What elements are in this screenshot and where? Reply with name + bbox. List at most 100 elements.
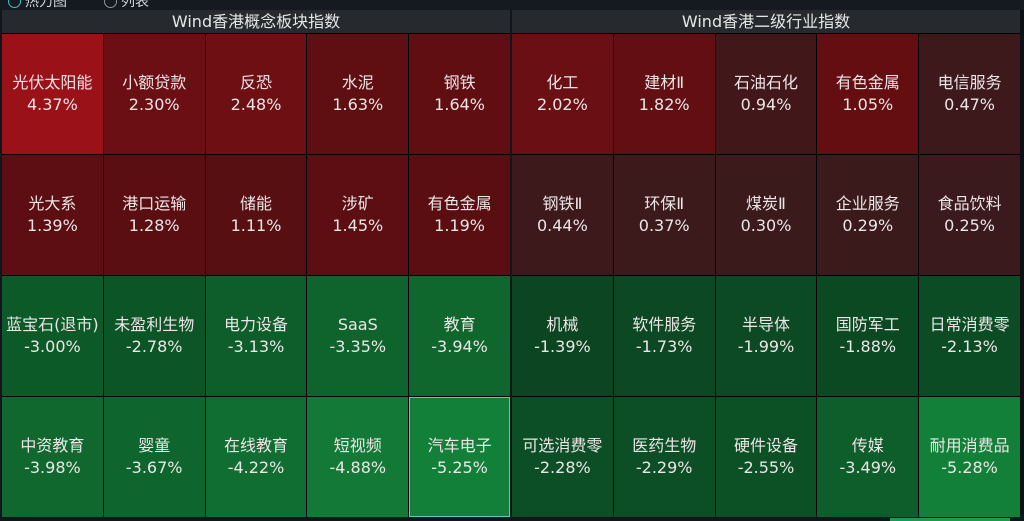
cell-name: 电力设备 — [223, 315, 288, 334]
heatmap-cell[interactable]: 可选消费零 -2.28% — [512, 397, 613, 517]
radio-list[interactable]: 列表 — [104, 0, 149, 10]
radio-label: 热力图 — [25, 0, 67, 10]
heatmap-cell[interactable]: 传媒 -3.49% — [817, 397, 919, 517]
cell-change: -3.98% — [24, 458, 81, 477]
panel-concept-index: Wind香港概念板块指数 光伏太阳能 4.37% 小额贷款 2.30% 反恐 2.48% 水… — [2, 10, 510, 517]
cell-change: -3.13% — [227, 337, 285, 356]
cell-change: -3.94% — [431, 337, 488, 356]
heatmap-cell[interactable]: 光大系 1.39% — [2, 155, 103, 275]
heatmap-cell[interactable]: 储能 1.11% — [205, 155, 307, 275]
cell-change: -2.78% — [125, 337, 183, 356]
cell-change: -1.39% — [534, 337, 591, 356]
heatmap-cell[interactable]: 软件服务 -1.73% — [613, 276, 715, 396]
heatmap-cell[interactable]: 水泥 1.63% — [307, 34, 409, 154]
radio-unselected-icon — [104, 0, 117, 8]
heatmap-cell[interactable]: 反恐 2.48% — [205, 34, 307, 154]
heatmap-cell[interactable]: 医药生物 -2.29% — [613, 397, 715, 517]
cell-change: -4.88% — [329, 458, 387, 477]
cell-change: 1.82% — [638, 95, 690, 114]
cell-name: 机械 — [546, 315, 579, 334]
heatmap-cell[interactable]: 中资教育 -3.98% — [2, 397, 103, 517]
heatmap-cell[interactable]: 石油石化 0.94% — [715, 34, 817, 154]
cell-name: 医药生物 — [632, 436, 697, 455]
heatmap-cell[interactable]: 短视频 -4.88% — [307, 397, 409, 517]
cell-name: 光伏太阳能 — [12, 73, 93, 92]
heatmap-cell[interactable]: 小额贷款 2.30% — [103, 34, 205, 154]
heatmap-cell[interactable]: 日常消费零 -2.13% — [919, 276, 1020, 396]
heatmap-cell[interactable]: 钢铁 1.64% — [409, 34, 510, 154]
cell-change: 0.25% — [944, 216, 995, 235]
heatmap-cell[interactable]: 有色金属 1.19% — [409, 155, 510, 275]
heatmap-cell[interactable]: 未盈利生物 -2.78% — [103, 276, 205, 396]
heatmap-cell[interactable]: 涉矿 1.45% — [307, 155, 409, 275]
cell-change: 2.48% — [230, 95, 282, 114]
heatmap-cell[interactable]: 在线教育 -4.22% — [205, 397, 307, 517]
heatmap-cell[interactable]: 光伏太阳能 4.37% — [2, 34, 103, 154]
cell-name: 国防军工 — [835, 315, 900, 334]
heatmap-cell[interactable]: 建材Ⅱ 1.82% — [613, 34, 715, 154]
cell-name: 石油石化 — [733, 73, 798, 92]
cell-name: 教育 — [443, 315, 476, 334]
cell-change: 0.37% — [638, 216, 690, 235]
cell-change: 0.29% — [842, 216, 894, 235]
heatmap-cell[interactable]: 电信服务 0.47% — [919, 34, 1020, 154]
cell-change: -2.13% — [941, 337, 998, 356]
view-toggle: 热力图 列表 — [0, 0, 1024, 10]
cell-name: 反恐 — [239, 73, 272, 92]
heatmap-cell[interactable]: 食品饮料 0.25% — [919, 155, 1020, 275]
heatmap-cell[interactable]: 硬件设备 -2.55% — [715, 397, 817, 517]
heatmap-cell[interactable]: 蓝宝石(退市) -3.00% — [2, 276, 103, 396]
panel-title: Wind香港二级行业指数 — [512, 10, 1020, 34]
bottom-indicator — [890, 518, 1010, 521]
panel-industry-index: Wind香港二级行业指数 化工 2.02% 建材Ⅱ 1.82% 石油石化 0.94% 有色金… — [512, 10, 1020, 517]
cell-change: 4.37% — [26, 95, 78, 114]
cell-name: 可选消费零 — [522, 436, 603, 455]
cell-name: 中资教育 — [20, 436, 85, 455]
cell-name: 传媒 — [851, 436, 884, 455]
cell-change: -5.28% — [941, 458, 998, 477]
cell-change: -2.28% — [534, 458, 591, 477]
cell-name: 软件服务 — [632, 315, 697, 334]
radio-heatmap[interactable]: 热力图 — [8, 0, 67, 10]
cell-change: -1.99% — [737, 337, 795, 356]
cell-name: 化工 — [546, 73, 579, 92]
heatmap-cell[interactable]: 教育 -3.94% — [409, 276, 510, 396]
cell-change: 1.63% — [332, 95, 384, 114]
cell-name: 耐用消费品 — [929, 436, 1010, 455]
heatmap-cell[interactable]: 耐用消费品 -5.28% — [919, 397, 1020, 517]
cell-name: SaaS — [337, 315, 378, 334]
cell-change: 2.02% — [536, 95, 588, 114]
heatmap-cell[interactable]: 国防军工 -1.88% — [817, 276, 919, 396]
heatmap-cell[interactable]: 婴童 -3.67% — [103, 397, 205, 517]
heatmap-cell[interactable]: 汽车电子 -5.25% — [409, 397, 510, 517]
cell-name: 短视频 — [333, 436, 382, 455]
cell-name: 未盈利生物 — [114, 315, 195, 334]
cell-name: 蓝宝石(退市) — [6, 315, 99, 334]
cell-name: 钢铁Ⅱ — [542, 194, 583, 213]
cell-name: 食品饮料 — [937, 194, 1002, 213]
cell-change: 2.30% — [128, 95, 180, 114]
scrollbar[interactable] — [1020, 10, 1024, 514]
cell-name: 日常消费零 — [929, 315, 1010, 334]
cell-change: -3.00% — [24, 337, 81, 356]
heatmap-cell[interactable]: 环保Ⅱ 0.37% — [613, 155, 715, 275]
cell-name: 储能 — [239, 194, 272, 213]
cell-change: 0.30% — [740, 216, 792, 235]
heatmap-cell[interactable]: 钢铁Ⅱ 0.44% — [512, 155, 613, 275]
heatmap-cell[interactable]: 港口运输 1.28% — [103, 155, 205, 275]
heatmap-cell[interactable]: 企业服务 0.29% — [817, 155, 919, 275]
heatmap-cell[interactable]: 电力设备 -3.13% — [205, 276, 307, 396]
cell-change: -3.35% — [329, 337, 387, 356]
heatmap-cell[interactable]: 煤炭Ⅱ 0.30% — [715, 155, 817, 275]
heatmap-cell[interactable]: 机械 -1.39% — [512, 276, 613, 396]
heatmap-cell[interactable]: SaaS -3.35% — [307, 276, 409, 396]
cell-change: 1.64% — [434, 95, 485, 114]
heatmap-cell[interactable]: 有色金属 1.05% — [817, 34, 919, 154]
cell-name: 婴童 — [138, 436, 171, 455]
cell-change: 1.28% — [128, 216, 180, 235]
cell-change: -3.49% — [839, 458, 897, 477]
heatmap-cell[interactable]: 半导体 -1.99% — [715, 276, 817, 396]
cell-change: 0.94% — [740, 95, 792, 114]
heatmap-cell[interactable]: 化工 2.02% — [512, 34, 613, 154]
cell-change: 1.39% — [26, 216, 78, 235]
